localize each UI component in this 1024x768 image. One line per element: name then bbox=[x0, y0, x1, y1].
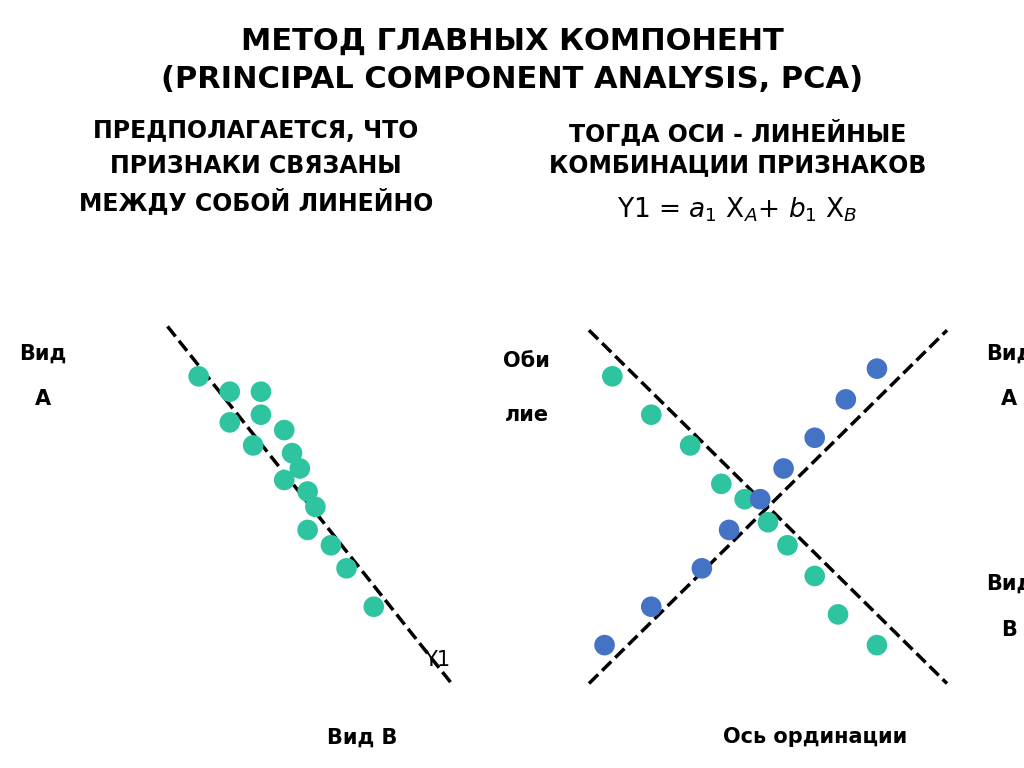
Point bbox=[682, 439, 698, 452]
Text: Y1: Y1 bbox=[424, 650, 451, 670]
Point bbox=[253, 409, 269, 421]
Text: ТОГДА ОСИ - ЛИНЕЙНЫЕ: ТОГДА ОСИ - ЛИНЕЙНЫЕ bbox=[568, 119, 906, 146]
Point bbox=[829, 608, 846, 621]
Point bbox=[713, 478, 729, 490]
Point bbox=[693, 562, 710, 574]
Point bbox=[221, 416, 238, 429]
Point bbox=[604, 370, 621, 382]
Point bbox=[807, 432, 823, 444]
Text: ПРИЗНАКИ СВЯЗАНЫ: ПРИЗНАКИ СВЯЗАНЫ bbox=[111, 154, 401, 177]
Text: Вид: Вид bbox=[986, 343, 1024, 363]
Text: А: А bbox=[35, 389, 51, 409]
Point bbox=[643, 409, 659, 421]
Text: А: А bbox=[1001, 389, 1017, 409]
Point bbox=[760, 516, 776, 528]
Text: В: В bbox=[1001, 620, 1017, 640]
Point bbox=[736, 493, 753, 505]
Point bbox=[807, 570, 823, 582]
Text: ПРЕДПОЛАГАЕТСЯ, ЧТО: ПРЕДПОЛАГАЕТСЯ, ЧТО bbox=[93, 119, 419, 143]
Point bbox=[838, 393, 854, 406]
Text: Оби: Оби bbox=[504, 351, 550, 371]
Text: МЕТОД ГЛАВНЫХ КОМПОНЕНТ: МЕТОД ГЛАВНЫХ КОМПОНЕНТ bbox=[241, 27, 783, 56]
Point bbox=[338, 562, 354, 574]
Point bbox=[190, 370, 207, 382]
Point bbox=[284, 447, 300, 459]
Point bbox=[307, 501, 324, 513]
Point bbox=[868, 639, 885, 651]
Point bbox=[299, 524, 315, 536]
Point bbox=[366, 601, 382, 613]
Point bbox=[299, 485, 315, 498]
Text: Ось ординации: Ось ординации bbox=[723, 727, 907, 747]
Point bbox=[221, 386, 238, 398]
Point bbox=[779, 539, 796, 551]
Point bbox=[276, 424, 293, 436]
Text: Y1 = $a_1$ X$_A$+ $b_1$ X$_B$: Y1 = $a_1$ X$_A$+ $b_1$ X$_B$ bbox=[617, 196, 857, 224]
Text: Вид: Вид bbox=[986, 574, 1024, 594]
Point bbox=[643, 601, 659, 613]
Point bbox=[721, 524, 737, 536]
Text: Вид В: Вид В bbox=[327, 727, 397, 747]
Point bbox=[775, 462, 792, 475]
Point bbox=[752, 493, 768, 505]
Point bbox=[868, 362, 885, 375]
Point bbox=[245, 439, 261, 452]
Text: лие: лие bbox=[505, 405, 549, 425]
Text: (PRINCIPAL COMPONENT ANALYSIS, PCA): (PRINCIPAL COMPONENT ANALYSIS, PCA) bbox=[161, 65, 863, 94]
Point bbox=[276, 474, 293, 486]
Point bbox=[253, 386, 269, 398]
Text: МЕЖДУ СОБОЙ ЛИНЕЙНО: МЕЖДУ СОБОЙ ЛИНЕЙНО bbox=[79, 188, 433, 215]
Point bbox=[292, 462, 308, 475]
Text: Вид: Вид bbox=[19, 343, 67, 363]
Point bbox=[323, 539, 339, 551]
Point bbox=[596, 639, 612, 651]
Text: КОМБИНАЦИИ ПРИЗНАКОВ: КОМБИНАЦИИ ПРИЗНАКОВ bbox=[549, 154, 926, 177]
